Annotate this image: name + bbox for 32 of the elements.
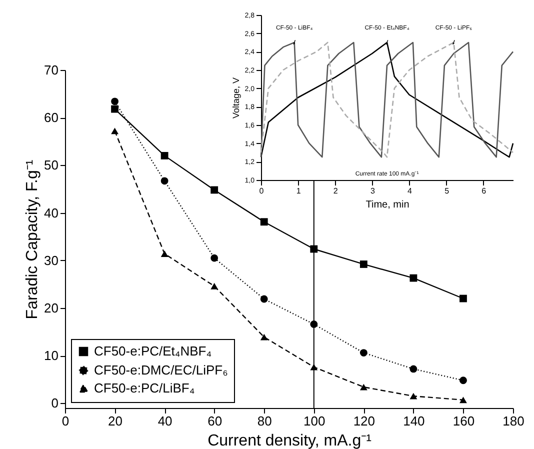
x-tick-label: 0 (62, 414, 70, 428)
x-tick-label: 6 (482, 186, 487, 196)
legend-label: CF50-e:DMC/EC/LiPF₆ (94, 362, 228, 378)
x-tick-label: 100 (304, 414, 326, 428)
x-tick-label: 160 (452, 414, 475, 428)
y-tick-label: 40 (44, 205, 58, 220)
y-axis-title: Faradic Capacity, F.g⁻¹ (24, 160, 42, 320)
x-tick-label: 4 (408, 186, 413, 196)
x-tick-label: 1 (296, 186, 302, 196)
y-tick-label: 0 (51, 396, 58, 411)
x-tick-label: 60 (208, 414, 222, 428)
legend-label: CF50-e:PC/LiBF₄ (94, 380, 195, 396)
x-tick-label: 140 (403, 414, 425, 428)
y-axis-title: Voltage, V (230, 77, 241, 119)
y-tick-label: 10 (44, 348, 58, 364)
y-tick-label: 50 (44, 158, 58, 173)
y-tick-label: 70 (44, 62, 58, 78)
y-tick-label: 60 (44, 110, 58, 126)
y-tick-label: 30 (44, 252, 58, 268)
x-tick-label: 120 (353, 414, 376, 428)
x-tick-label: 180 (502, 414, 524, 428)
x-tick-label: 3 (370, 186, 376, 196)
x-tick-label: 5 (444, 186, 450, 196)
x-tick-label: 40 (158, 414, 172, 428)
x-tick-label: 2 (333, 186, 338, 196)
x-tick-label: 20 (108, 414, 123, 428)
x-axis-title: Time, min (366, 200, 410, 210)
x-tick-label: 0 (259, 186, 264, 196)
y-tick-label: 20 (44, 300, 58, 316)
x-tick-label: 80 (257, 414, 272, 428)
legend-label: CF50-e:PC/Et₄NBF₄ (94, 344, 212, 358)
x-axis-title: Current density, mA.g⁻¹ (208, 432, 372, 449)
